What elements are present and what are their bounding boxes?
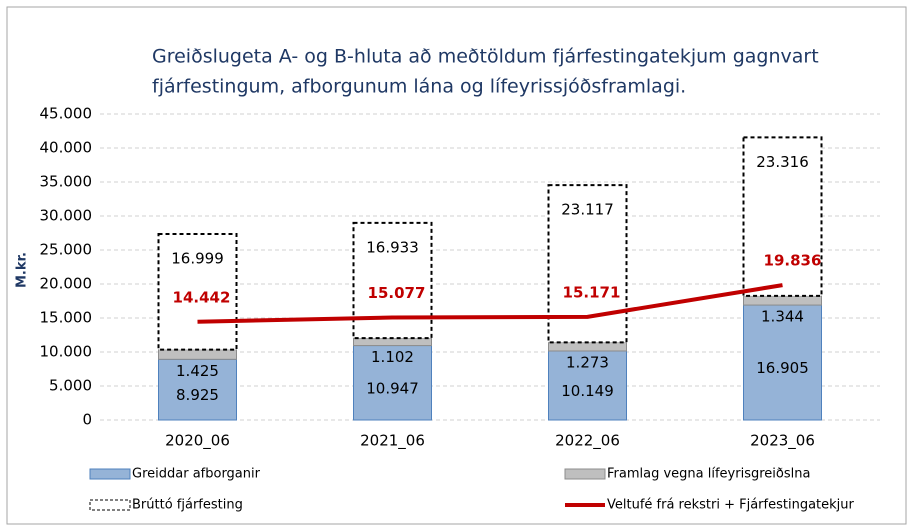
x-tick-label: 2021_06 [360,432,425,451]
data-label: 10.947 [366,379,419,397]
chart-title: Greiðslugeta A- og B-hluta að meðtöldum … [152,46,819,68]
bar-segment [548,341,627,352]
bar-segment [158,358,237,421]
data-label: 1.102 [371,348,414,366]
data-label: 23.117 [561,201,614,219]
bar-segment [353,337,432,347]
legend-swatch [564,468,606,480]
data-label: 16.905 [756,359,809,377]
data-label: 15.171 [563,283,621,301]
bar-segment [157,233,238,351]
bar-segment [743,295,822,306]
data-label: 23.316 [756,153,809,171]
x-tick-label: 2020_06 [165,432,230,451]
legend-label: Veltufé frá rekstri + Fjárfestingatekjur [607,498,855,513]
data-label: 1.425 [176,362,219,380]
y-tick-label: 25.000 [40,241,93,259]
y-tick-label: 10.000 [40,343,93,361]
data-label: 16.933 [366,238,419,256]
legend-label: Greiddar afborganir [132,467,261,482]
legend-label: Brúttó fjárfesting [132,498,243,513]
y-tick-label: 20.000 [40,275,93,293]
y-tick-label: 40.000 [40,139,93,157]
data-label: 19.836 [764,252,822,270]
data-label: 16.999 [171,250,224,268]
x-tick-label: 2022_06 [555,432,620,451]
legend-swatch [89,468,131,480]
x-tick-label: 2023_06 [750,432,815,451]
y-tick-label: 30.000 [40,207,93,225]
data-label: 10.149 [561,382,614,400]
data-label: 15.077 [368,284,426,302]
line-series [197,283,783,324]
data-label: 1.344 [761,308,804,326]
data-label: 1.273 [566,353,609,371]
bar-segment [353,345,432,421]
legend-label: Framlag vegna lífeyrisgreiðslna [607,467,810,482]
legend-swatch [89,499,131,511]
y-tick-label: 5.000 [49,377,92,395]
y-tick-label: 15.000 [40,309,93,327]
bar-segment [742,136,823,297]
y-tick-label: 45.000 [40,105,93,123]
y-tick-label: 35.000 [40,173,93,191]
chart-title: fjárfestingum, afborgunum lána og lífeyr… [152,76,686,98]
bar-segment [158,349,237,360]
y-tick-label: 0 [82,411,92,429]
y-axis-label: M.kr. [15,252,30,288]
data-label: 14.442 [173,288,231,306]
data-label: 8.925 [176,386,219,404]
